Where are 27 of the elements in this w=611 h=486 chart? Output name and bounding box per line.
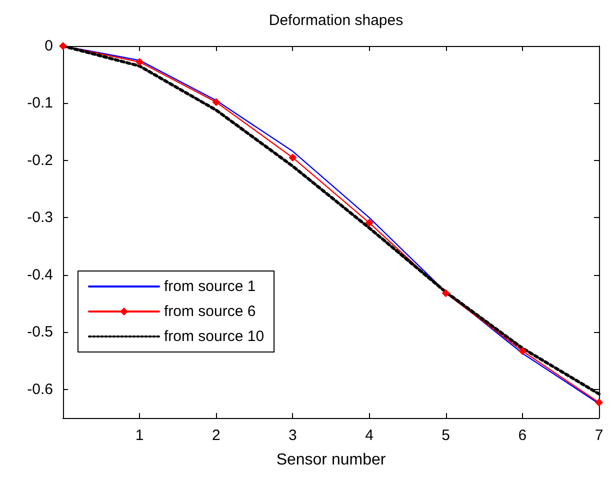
point <box>595 398 603 407</box>
x-tick-label: 6 <box>518 427 527 444</box>
legend-label: from source 10 <box>164 328 264 345</box>
legend-label: from source 6 <box>164 303 256 320</box>
y-tick-label: -0.3 <box>27 209 53 226</box>
x-tick-label: 1 <box>135 427 144 444</box>
x-tick-label: 2 <box>212 427 220 444</box>
point <box>365 218 374 227</box>
point <box>442 289 450 298</box>
point <box>59 42 67 50</box>
y-tick-label: 0 <box>44 38 53 54</box>
y-tick-label: -0.1 <box>27 94 53 112</box>
point <box>212 98 220 106</box>
chart-title: Deformation shapes <box>268 12 404 29</box>
y-tick-label: -0.2 <box>27 152 53 169</box>
x-tick-label: 3 <box>288 427 297 444</box>
x-tick-label: 7 <box>594 427 604 444</box>
x-axis-title: Sensor number <box>276 452 386 468</box>
point <box>518 347 526 356</box>
legend-label: from source 1 <box>164 278 256 295</box>
point <box>136 58 144 66</box>
point <box>288 154 297 162</box>
x-tick-label: 5 <box>442 427 450 444</box>
x-tick-label: 4 <box>365 427 374 444</box>
y-tick-label: -0.5 <box>27 324 53 341</box>
y-tick-label: -0.6 <box>27 380 53 398</box>
y-tick-label: -0.4 <box>27 266 53 284</box>
